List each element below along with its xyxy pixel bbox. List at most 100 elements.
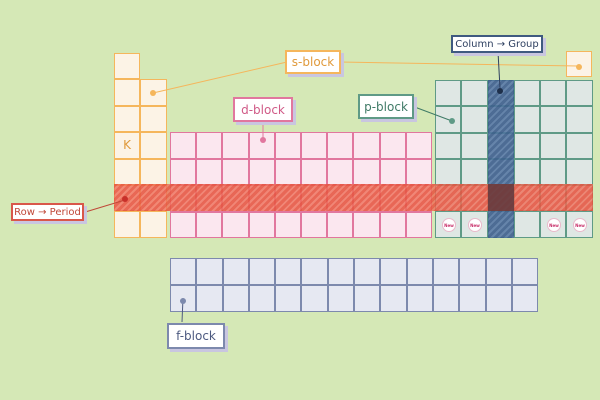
- element-cell[interactable]: [275, 285, 302, 312]
- element-cell[interactable]: [196, 285, 223, 312]
- element-cell[interactable]: [485, 285, 512, 312]
- element-cell[interactable]: [114, 211, 140, 238]
- element-cell[interactable]: [196, 132, 223, 159]
- s-block-label: s-block: [285, 50, 341, 74]
- potassium-symbol: K: [123, 138, 131, 152]
- element-cell[interactable]: [248, 211, 275, 238]
- d-block-label: d-block: [233, 97, 293, 122]
- highlight-intersection: [488, 184, 514, 211]
- element-cell[interactable]: [511, 285, 539, 312]
- element-cell[interactable]: [170, 158, 197, 185]
- period-anchor-dot: [122, 196, 128, 202]
- row-period-label: Row → Period: [11, 203, 84, 221]
- element-cell[interactable]: [274, 211, 301, 238]
- element-cell[interactable]: [354, 258, 381, 285]
- element-cell[interactable]: [566, 211, 593, 238]
- element-cell[interactable]: [513, 158, 541, 186]
- element-cell[interactable]: [485, 258, 512, 285]
- new-badge: New: [468, 218, 482, 232]
- element-cell[interactable]: [140, 105, 167, 133]
- element-cell[interactable]: [513, 132, 541, 159]
- element-cell[interactable]: [379, 211, 406, 238]
- element-cell[interactable]: [327, 258, 355, 285]
- element-cell[interactable]: [461, 158, 488, 186]
- element-cell[interactable]: [327, 285, 355, 312]
- element-cell[interactable]: [140, 132, 167, 159]
- element-cell[interactable]: [140, 158, 167, 185]
- element-cell[interactable]: [459, 285, 486, 312]
- element-cell[interactable]: [140, 211, 167, 238]
- element-cell[interactable]: [114, 105, 140, 133]
- element-cell[interactable]: [301, 258, 328, 285]
- element-cell[interactable]: [114, 79, 140, 106]
- element-cell[interactable]: [222, 158, 249, 185]
- element-cell[interactable]: [170, 258, 197, 285]
- element-cell[interactable]: [380, 258, 407, 285]
- element-cell[interactable]: [327, 132, 354, 159]
- element-cell[interactable]: [435, 80, 462, 107]
- element-cell[interactable]: [248, 285, 276, 312]
- element-cell[interactable]: [540, 106, 567, 133]
- element-cell[interactable]: [513, 211, 541, 238]
- element-cell[interactable]: [222, 258, 249, 285]
- element-cell[interactable]: [513, 80, 541, 107]
- element-cell[interactable]: [275, 258, 302, 285]
- p-block-anchor-dot: [449, 118, 455, 124]
- p-block-label: p-block: [358, 94, 414, 119]
- element-cell[interactable]: [196, 258, 223, 285]
- element-cell[interactable]: [327, 211, 354, 238]
- d-block-anchor-dot: [260, 137, 266, 143]
- element-cell[interactable]: [405, 211, 432, 238]
- element-cell[interactable]: [513, 106, 541, 133]
- element-cell[interactable]: [170, 211, 197, 238]
- element-cell[interactable]: [300, 132, 328, 159]
- element-cell[interactable]: [566, 80, 593, 107]
- element-cell[interactable]: [301, 285, 328, 312]
- element-cell[interactable]: [114, 53, 140, 80]
- element-cell[interactable]: [114, 132, 140, 159]
- f-block-grid: [170, 258, 539, 312]
- f-block-anchor-dot: [180, 298, 186, 304]
- element-cell[interactable]: [300, 211, 328, 238]
- element-cell[interactable]: [354, 285, 381, 312]
- element-cell[interactable]: [222, 285, 249, 312]
- element-cell[interactable]: [406, 285, 433, 312]
- helium-cell[interactable]: [566, 51, 592, 77]
- element-cell[interactable]: [140, 79, 167, 106]
- element-cell[interactable]: [435, 132, 462, 159]
- element-cell[interactable]: [461, 106, 488, 133]
- element-cell[interactable]: [540, 132, 567, 159]
- element-cell[interactable]: [170, 132, 197, 159]
- element-cell[interactable]: [274, 132, 301, 159]
- element-cell[interactable]: [405, 158, 432, 185]
- new-badge: New: [442, 218, 456, 232]
- element-cell[interactable]: [380, 285, 407, 312]
- element-cell[interactable]: [196, 211, 223, 238]
- element-cell[interactable]: [406, 258, 433, 285]
- group-column-highlight: [488, 80, 514, 238]
- element-cell[interactable]: [566, 106, 593, 133]
- group-anchor-dot: [497, 88, 503, 94]
- element-cell[interactable]: [461, 80, 488, 107]
- element-cell[interactable]: [511, 258, 539, 285]
- element-cell[interactable]: [459, 258, 486, 285]
- element-cell[interactable]: [540, 158, 567, 186]
- element-cell[interactable]: [248, 258, 276, 285]
- element-cell[interactable]: [274, 158, 301, 185]
- element-cell[interactable]: [405, 132, 432, 159]
- element-cell[interactable]: [248, 158, 275, 185]
- column-group-label: Column → Group: [451, 35, 543, 53]
- element-cell[interactable]: [540, 80, 567, 107]
- element-cell[interactable]: [432, 285, 460, 312]
- element-cell[interactable]: [353, 132, 380, 159]
- element-cell[interactable]: [566, 132, 593, 159]
- element-cell[interactable]: [248, 132, 275, 159]
- element-cell[interactable]: [222, 211, 249, 238]
- element-cell[interactable]: [353, 211, 380, 238]
- element-cell[interactable]: [353, 158, 380, 185]
- element-cell[interactable]: [379, 132, 406, 159]
- element-cell[interactable]: [461, 132, 488, 159]
- element-cell[interactable]: [222, 132, 249, 159]
- element-cell[interactable]: [432, 258, 460, 285]
